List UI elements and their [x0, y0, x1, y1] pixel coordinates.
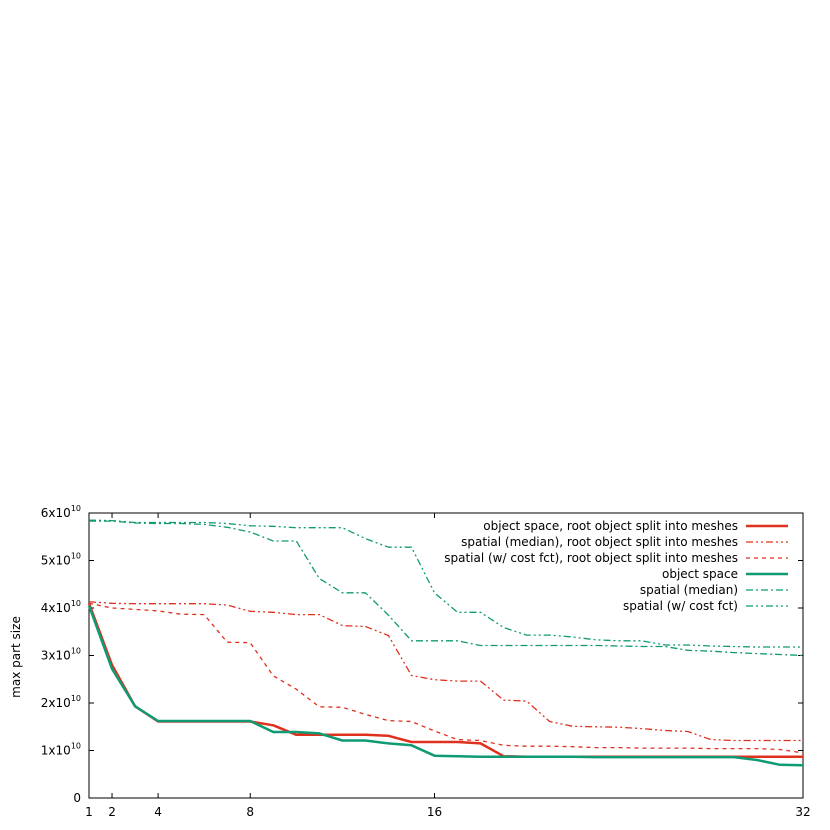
series-line-6 [88, 519, 803, 648]
y-tick-label: 2x1010 [41, 694, 81, 710]
series-line-4 [87, 605, 804, 767]
series-lines [87, 519, 804, 767]
legend-label: object space [662, 567, 738, 581]
series-line-3 [88, 602, 804, 754]
x-tick-label: 2 [108, 805, 116, 819]
legend-label: spatial (w/ cost fct), root object split… [444, 551, 738, 565]
y-tick-label: 0 [73, 791, 81, 805]
y-tick-label: 1x1010 [41, 742, 81, 758]
axes: 1 2 4 8 16 32 0 1x1010 2x1010 3x1010 4x1010 5x1010 6… [41, 504, 811, 819]
y-tick-label: 5x1010 [41, 552, 81, 568]
x-tick-label: 1 [85, 805, 93, 819]
x-tick-label: 32 [795, 805, 810, 819]
legend-label: spatial (w/ cost fct) [623, 599, 738, 613]
legend-label: spatial (median) [640, 583, 738, 597]
series-line-2 [88, 601, 803, 742]
y-tick-label: 6x1010 [41, 504, 81, 520]
x-tick-label: 8 [246, 805, 254, 819]
y-tick-label: 4x1010 [41, 599, 81, 615]
legend-label: object space, root object split into mes… [483, 519, 738, 533]
legend: object space, root object split into mes… [444, 519, 788, 613]
y-axis-label: max part size [9, 616, 23, 698]
legend-label: spatial (median), root object split into… [461, 535, 738, 549]
x-tick-label: 4 [154, 805, 162, 819]
series-line-5 [89, 520, 804, 657]
y-tick-label: 3x1010 [41, 647, 81, 663]
x-tick-label: 16 [427, 805, 442, 819]
